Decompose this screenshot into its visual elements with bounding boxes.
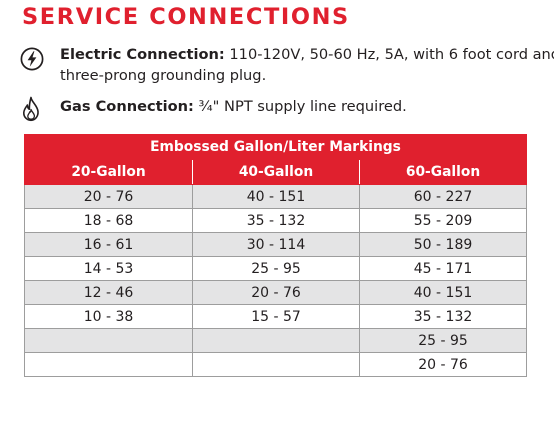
column-header-20-gallon: 20-Gallon <box>24 159 193 185</box>
table-cell: 55 - 209 <box>358 208 528 233</box>
table-cell: 15 - 57 <box>192 304 360 329</box>
table-row: 20 - 76 <box>24 352 528 377</box>
table-cell: 30 - 114 <box>192 232 360 257</box>
electric-connection-spec-cont: three-prong grounding plug. <box>60 67 267 84</box>
column-header-60-gallon: 60-Gallon <box>358 159 528 185</box>
page-title: SERVICE CONNECTIONS <box>22 4 350 30</box>
electric-connection-spec: 110-120V, 50-60 Hz, 5A, with 6 foot cord… <box>224 46 554 63</box>
table-cell: 35 - 132 <box>358 304 528 329</box>
electric-connection-label: Electric Connection: <box>60 46 225 63</box>
table-cell <box>192 352 360 377</box>
table-cell <box>24 352 193 377</box>
table-caption: Embossed Gallon/Liter Markings <box>23 134 528 160</box>
table-cell: 20 - 76 <box>24 184 193 209</box>
table-cell: 50 - 189 <box>358 232 528 257</box>
table-cell: 18 - 68 <box>24 208 193 233</box>
table-row: 10 - 38 15 - 57 35 - 132 <box>24 304 528 329</box>
table-row: 16 - 61 30 - 114 50 - 189 <box>24 232 528 257</box>
gas-connection-spec: ¾" NPT supply line required. <box>193 98 407 115</box>
table-cell: 60 - 227 <box>358 184 528 209</box>
table-cell: 35 - 132 <box>192 208 360 233</box>
table-row: 14 - 53 25 - 95 45 - 171 <box>24 256 528 281</box>
table-cell: 16 - 61 <box>24 232 193 257</box>
table-cell: 40 - 151 <box>358 280 528 305</box>
table-row: 20 - 76 40 - 151 60 - 227 <box>24 184 528 209</box>
lightning-bolt-icon <box>20 47 44 73</box>
gallon-liter-markings-table: Embossed Gallon/Liter Markings 20-Gallon… <box>23 134 528 377</box>
table-row: 25 - 95 <box>24 328 528 353</box>
table-cell: 14 - 53 <box>24 256 193 281</box>
table-cell: 10 - 38 <box>24 304 193 329</box>
table-cell: 40 - 151 <box>192 184 360 209</box>
table-cell <box>24 328 193 353</box>
electric-connection-text: Electric Connection: 110-120V, 50-60 Hz,… <box>60 44 554 86</box>
table-cell: 25 - 95 <box>358 328 528 353</box>
flame-icon <box>20 96 44 122</box>
gas-connection-label: Gas Connection: <box>60 98 194 115</box>
table-cell: 20 - 76 <box>192 280 360 305</box>
table-cell: 45 - 171 <box>358 256 528 281</box>
table-cell: 12 - 46 <box>24 280 193 305</box>
table-row: 12 - 46 20 - 76 40 - 151 <box>24 280 528 305</box>
electric-connection: Electric Connection: 110-120V, 50-60 Hz,… <box>20 44 554 88</box>
table-cell <box>192 328 360 353</box>
gas-connection: Gas Connection: ¾" NPT supply line requi… <box>20 96 540 122</box>
table-row: 18 - 68 35 - 132 55 - 209 <box>24 208 528 233</box>
table-cell: 20 - 76 <box>358 352 528 377</box>
gas-connection-text: Gas Connection: ¾" NPT supply line requi… <box>60 96 550 117</box>
table-cell: 25 - 95 <box>192 256 360 281</box>
column-header-40-gallon: 40-Gallon <box>192 159 360 185</box>
